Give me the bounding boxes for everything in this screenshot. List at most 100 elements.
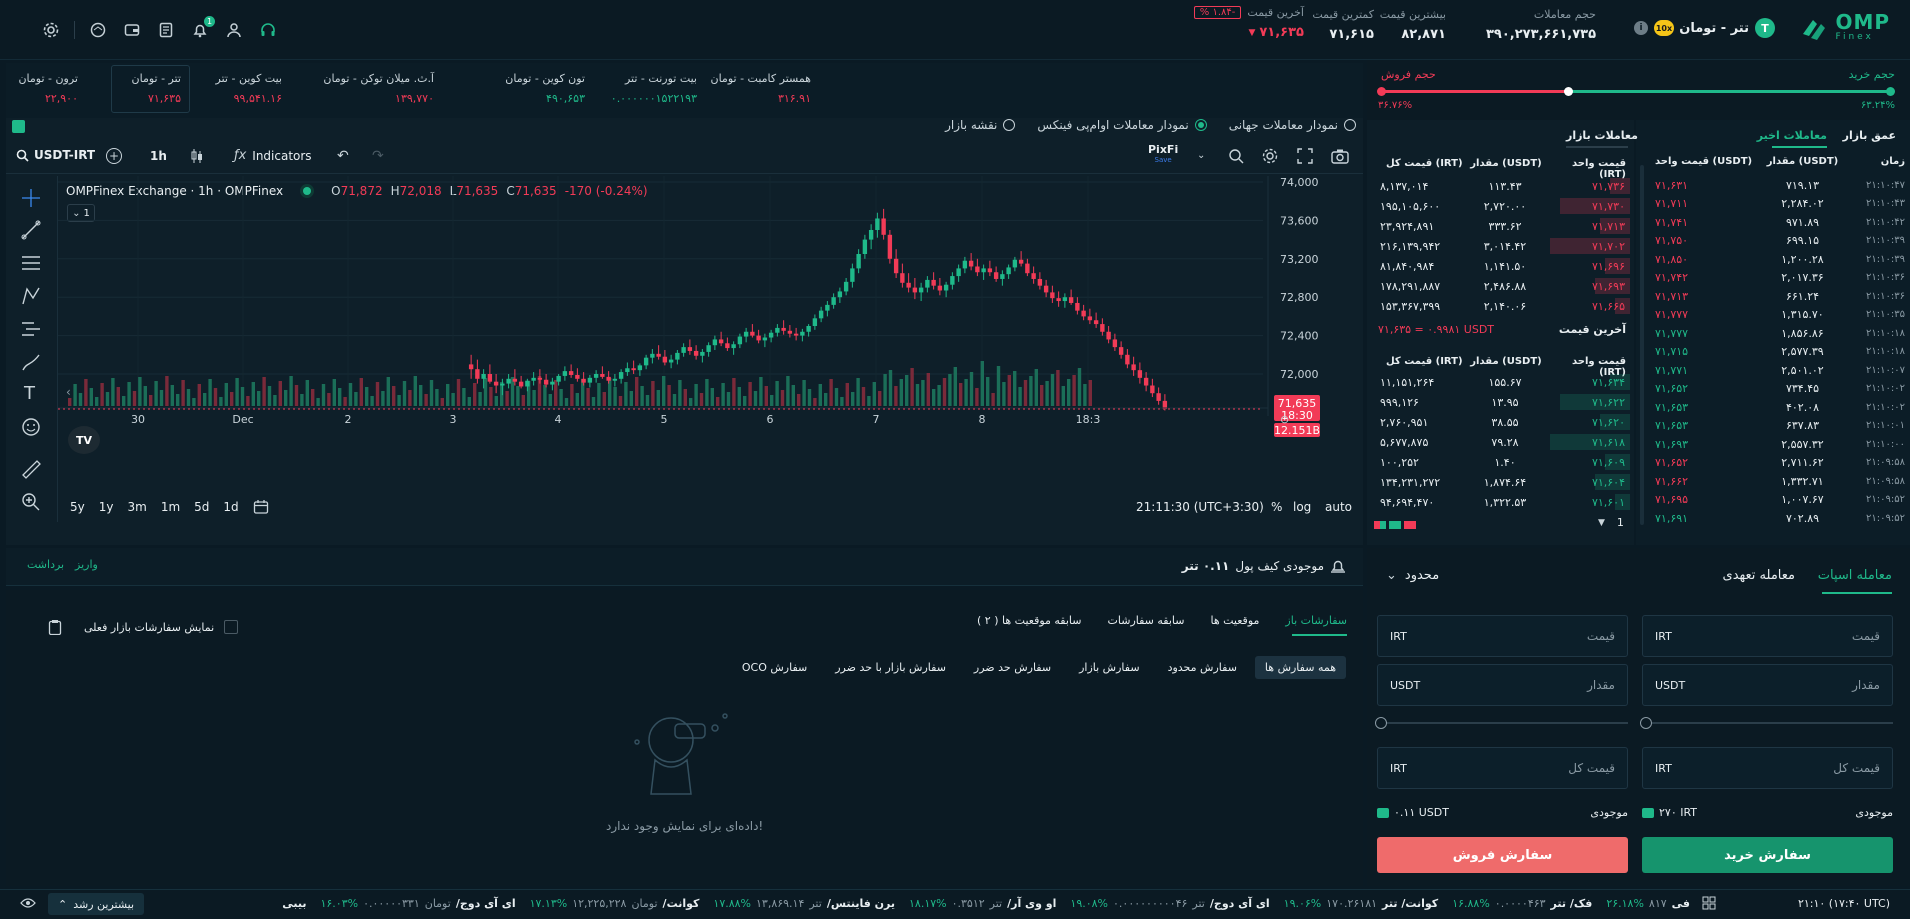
- filter-limit[interactable]: سفارش محدود: [1167, 661, 1237, 674]
- trades-scrollbar[interactable]: [1640, 165, 1644, 525]
- range-1m[interactable]: 1m: [160, 500, 181, 514]
- view-sell-icon[interactable]: [1404, 521, 1416, 529]
- tab-global-chart[interactable]: نمودار معاملات جهانی: [1229, 118, 1356, 132]
- sell-slider[interactable]: [1375, 717, 1628, 729]
- order-row[interactable]: ۱۷۸,۲۹۱,۸۸۷ ۲,۴۸۶.۸۸ ۷۱,۶۹۳: [1380, 276, 1630, 296]
- order-row[interactable]: ۱۳۴,۲۳۱,۲۷۲ ۱,۸۷۴.۶۴ ۷۱,۶۰۴: [1380, 472, 1630, 492]
- notification-icon[interactable]: 1: [189, 16, 215, 41]
- sell-price-input[interactable]: IRT قیمت: [1377, 615, 1628, 657]
- zoom-search-icon[interactable]: [1228, 148, 1244, 164]
- order-row[interactable]: ۹۴,۶۹۴,۴۷۰ ۱,۳۲۲.۵۳ ۷۱,۶۰۱: [1380, 492, 1630, 512]
- buy-amount-input[interactable]: USDT مقدار: [1642, 664, 1893, 706]
- range-3m[interactable]: 3m: [127, 500, 147, 514]
- ticker-item-active[interactable]: تتر - تومان ۷۱,۶۳۵: [111, 65, 190, 113]
- fib-icon[interactable]: [21, 253, 41, 273]
- undo-icon[interactable]: ↶: [337, 148, 349, 164]
- buy-total-input[interactable]: IRT قیمت کل: [1642, 747, 1893, 789]
- interval-button[interactable]: 1h: [150, 149, 167, 163]
- footer-ticker-item[interactable]: کوانت/تومان ۱۲,۲۲۵,۲۲۸ ۱۷.۱۳%: [530, 897, 700, 910]
- globe-icon[interactable]: [87, 19, 109, 41]
- tab-positions[interactable]: موقعیت ها: [1210, 614, 1260, 627]
- pattern-icon[interactable]: [21, 286, 41, 306]
- brand-logo[interactable]: OMP Finex: [1799, 12, 1890, 44]
- order-row[interactable]: ۵,۶۷۷,۸۷۵ ۷۹.۲۸ ۷۱,۶۱۸: [1380, 432, 1630, 452]
- footer-ticker-item[interactable]: کوانت/ تتر ۱۷۰.۲۶۱۸۱ ۱۹.۰۶%: [1284, 897, 1439, 910]
- camera-icon[interactable]: [1331, 148, 1349, 164]
- sell-total-input[interactable]: IRT قیمت کل: [1377, 747, 1628, 789]
- candlestick-chart[interactable]: 74,000 73,600 73,200 72,800 72,400 72,000 71,6…: [58, 176, 1363, 496]
- order-row[interactable]: ۲۳,۹۲۴,۸۹۱ ۳۳۳.۶۲ ۷۱,۷۱۳: [1380, 216, 1630, 236]
- filter-market[interactable]: سفارش بازار: [1079, 661, 1140, 674]
- footer-ticker-item[interactable]: فی ۸۱۷ ۲۶.۱۸%: [1606, 897, 1690, 910]
- tab-spot[interactable]: معامله اسپات: [1817, 568, 1892, 583]
- order-row[interactable]: ۲,۷۶۰,۹۵۱ ۳۸.۵۵ ۷۱,۶۲۰: [1380, 412, 1630, 432]
- range-5d[interactable]: 5d: [194, 500, 210, 514]
- ticker-item[interactable]: ترون - تومان ۲۲,۹۰۰: [18, 72, 78, 105]
- view-both-icon[interactable]: [1374, 521, 1386, 529]
- slider-handle[interactable]: [1640, 717, 1652, 729]
- percent-toggle[interactable]: %: [1271, 500, 1283, 514]
- tab-ompfinex-chart[interactable]: نمودار معاملات اوام‌پی فینکس: [1037, 118, 1207, 132]
- zoom-in-icon[interactable]: [21, 492, 41, 512]
- pair-selector[interactable]: ▼ تتر - تومان T: [1666, 18, 1775, 38]
- range-1y[interactable]: 1y: [98, 500, 114, 514]
- tab-recent-trades[interactable]: معاملات اخیر: [1756, 129, 1827, 142]
- withdraw-link[interactable]: برداشت: [27, 558, 65, 571]
- sell-amount-input[interactable]: USDT مقدار: [1377, 664, 1628, 706]
- order-type-select[interactable]: ⌄ محدود: [1386, 568, 1439, 583]
- symbol-search[interactable]: USDT-IRT: [16, 148, 95, 162]
- order-row[interactable]: ۸۱,۸۴۰,۹۸۴ ۱,۱۴۱.۵۰ ۷۱,۶۹۶: [1380, 256, 1630, 276]
- order-row[interactable]: ۹۹۹,۱۲۶ ۱۳.۹۵ ۷۱,۶۲۲: [1380, 392, 1630, 412]
- support-icon[interactable]: [257, 19, 279, 41]
- view-buy-icon[interactable]: [1389, 521, 1401, 529]
- precision-select[interactable]: ▼ 1: [1598, 516, 1624, 529]
- ticker-item[interactable]: آ.ث. میلان توکن - تومان ۱۳۹,۷۷۰: [323, 72, 434, 105]
- emoji-icon[interactable]: [21, 417, 41, 437]
- footer-ticker-item[interactable]: او وی آر/تتر ۰.۳۵۱۲ ۱۸.۱۷%: [909, 897, 1056, 910]
- order-row[interactable]: ۱۹۵,۱۰۵,۶۰۰ ۲,۷۲۰.۰۰ ۷۱,۷۳۰: [1380, 196, 1630, 216]
- order-row[interactable]: ۱۱,۱۵۱,۲۶۴ ۱۵۵.۶۷ ۷۱,۶۳۴: [1380, 372, 1630, 392]
- indicators-button[interactable]: ƒx Indicators: [234, 148, 312, 163]
- ruler-icon[interactable]: [21, 459, 41, 479]
- ticker-item[interactable]: تون کوین - تومان ۴۹۰,۶۵۳: [475, 72, 585, 105]
- text-tool-icon[interactable]: T: [24, 383, 35, 404]
- footer-ticker-item[interactable]: ای آی دوج/تومان ۰.۰۰۰۰۰۳۳۱ ۱۶.۰۳%: [320, 897, 515, 910]
- prediction-icon[interactable]: [21, 319, 41, 339]
- tab-market-depth[interactable]: عمق بازار: [1842, 129, 1896, 142]
- chart-settings-icon[interactable]: [1262, 148, 1278, 164]
- order-row[interactable]: ۱۰۰,۲۵۲ ۱.۴۰ ۷۱,۶۰۹: [1380, 452, 1630, 472]
- alarm-icon[interactable]: [1330, 558, 1346, 574]
- tab-margin[interactable]: معامله تعهدی: [1722, 568, 1795, 583]
- grid-icon[interactable]: [12, 120, 25, 133]
- tab-open-orders[interactable]: سفارشات باز: [1285, 614, 1347, 627]
- footer-ticker-item[interactable]: فک/ تتر ۰.۰۰۰۰۴۶۳ ۱۶.۸۸%: [1452, 897, 1592, 910]
- fullscreen-icon[interactable]: [1297, 148, 1313, 164]
- ticker-item[interactable]: بیت کوین - تتر ۹۹,۵۴۱.۱۶: [212, 72, 282, 105]
- redo-icon[interactable]: ↷: [372, 148, 384, 164]
- tab-position-history[interactable]: سابقه موقعیت ها ( ۲ ): [977, 614, 1082, 627]
- order-row[interactable]: ۲۱۶,۱۳۹,۹۴۲ ۳,۰۱۴.۴۲ ۷۱,۷۰۲: [1380, 236, 1630, 256]
- eye-icon[interactable]: [20, 897, 36, 909]
- order-row[interactable]: ۱۵۳,۳۶۷,۳۹۹ ۲,۱۴۰.۰۶ ۷۱,۶۶۵: [1380, 296, 1630, 316]
- wallet-icon[interactable]: [121, 19, 143, 41]
- filter-stop-market[interactable]: سفارش بازار با حد ضرر: [835, 661, 946, 674]
- collapse-legend-button[interactable]: ⌄ 1: [67, 204, 95, 222]
- deposit-link[interactable]: واریز: [75, 558, 98, 571]
- sell-order-button[interactable]: سفارش فروش: [1377, 837, 1628, 873]
- filter-oco[interactable]: سفارش OCO: [741, 661, 808, 674]
- layout-chevron-icon[interactable]: ⌄: [1197, 150, 1206, 161]
- range-1d[interactable]: 1d: [223, 500, 239, 514]
- footer-ticker-item[interactable]: بیبی: [282, 897, 306, 910]
- candle-type-icon[interactable]: [190, 148, 204, 164]
- user-icon[interactable]: [223, 19, 245, 41]
- tab-order-history[interactable]: سابقه سفارشات: [1107, 614, 1185, 627]
- info-icon[interactable]: i: [1634, 21, 1648, 35]
- ticker-item[interactable]: بیت تورنت - تتر ۰.۰۰۰۰۰۰۱۵۲۲۱۹۳: [597, 72, 697, 105]
- auto-toggle[interactable]: auto: [1325, 500, 1353, 514]
- tradingview-logo-icon[interactable]: TV: [68, 426, 100, 454]
- footer-ticker-item[interactable]: ای آی دوج/تتر ۰.۰۰۰۰۰۰۰۰۰۴۶ ۱۹.۰۸%: [1070, 897, 1269, 910]
- top-gainers-button[interactable]: ⌃ بیشترین رشد: [48, 893, 145, 915]
- add-symbol-icon[interactable]: +: [106, 148, 122, 164]
- buy-price-input[interactable]: IRT قیمت: [1642, 615, 1893, 657]
- ticker-item[interactable]: همستر کامبت - تومان ۳۱۶.۹۱: [711, 72, 812, 105]
